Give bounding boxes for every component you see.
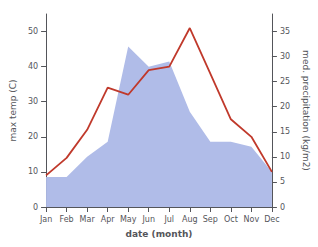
svg-text:15: 15 (280, 127, 290, 136)
svg-text:med. precipitation (kg/m2): med. precipitation (kg/m2) (301, 50, 311, 171)
svg-text:Dec: Dec (264, 215, 279, 224)
svg-text:10: 10 (280, 152, 290, 161)
svg-text:Sep: Sep (203, 215, 218, 224)
svg-text:10: 10 (28, 167, 38, 176)
svg-text:Feb: Feb (60, 215, 74, 224)
svg-text:0: 0 (33, 203, 38, 212)
svg-text:Nov: Nov (244, 215, 260, 224)
svg-text:Jul: Jul (163, 215, 174, 224)
svg-text:Oct: Oct (224, 215, 238, 224)
svg-text:5: 5 (280, 177, 285, 186)
svg-text:20: 20 (280, 102, 290, 111)
svg-text:40: 40 (28, 62, 38, 71)
svg-text:Apr: Apr (101, 215, 116, 224)
svg-text:Aug: Aug (182, 215, 198, 224)
svg-text:50: 50 (28, 27, 38, 36)
svg-text:30: 30 (28, 97, 38, 106)
svg-text:date (month): date (month) (126, 229, 193, 239)
svg-text:30: 30 (280, 52, 290, 61)
svg-text:max temp (C): max temp (C) (8, 79, 18, 141)
svg-text:Mar: Mar (80, 215, 96, 224)
svg-text:35: 35 (280, 27, 290, 36)
svg-text:0: 0 (280, 203, 285, 212)
svg-text:Jun: Jun (141, 215, 155, 224)
svg-text:25: 25 (280, 77, 290, 86)
svg-text:Jan: Jan (39, 215, 52, 224)
svg-text:May: May (120, 215, 137, 224)
svg-text:20: 20 (28, 132, 38, 141)
